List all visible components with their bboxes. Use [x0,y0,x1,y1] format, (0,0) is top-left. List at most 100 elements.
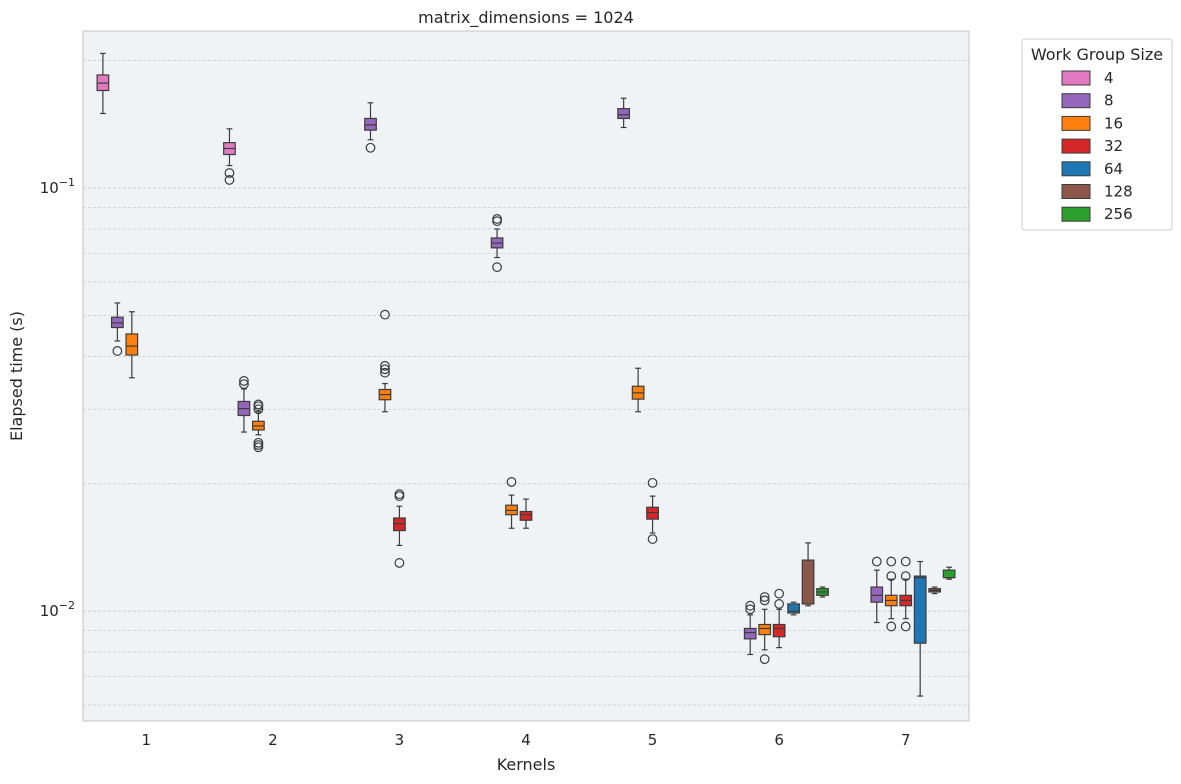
outlier-point [380,309,390,320]
x-tick-label: 4 [521,731,531,749]
box-kernel-2-group-16 [252,399,265,453]
box-body [801,559,815,605]
legend-label: 64 [1104,160,1123,178]
box-kernel-5-group-8 [617,97,631,129]
box-kernel-3-group-32 [393,489,406,568]
outlier-point [871,556,882,567]
box-kernel-6-group-32 [772,588,786,649]
x-tick-label: 3 [395,731,405,749]
box-kernel-2-group-4 [223,128,236,185]
y-tick-base: 10 [40,179,59,197]
y-tick-exponent: −1 [59,176,75,189]
outlier-point [253,437,264,448]
box-body [393,517,406,532]
legend-title: Work Group Size [1031,45,1163,64]
x-axis-title: Kernels [497,755,556,774]
box-kernel-7-group-32 [899,556,913,632]
legend-swatch [1061,93,1091,109]
legend-swatch [1061,70,1091,86]
box-kernel-4-group-32 [519,498,533,529]
legend-label: 32 [1104,137,1123,155]
outlier-point [224,175,235,185]
outlier-point [380,360,390,371]
box-kernel-7-group-16 [884,556,898,632]
outlier-point [506,477,517,487]
outlier-point [745,604,756,615]
x-tick-label: 7 [901,731,911,749]
outlier-point [900,571,911,582]
outlier-point [239,376,249,386]
box-kernel-6-group-8 [743,600,757,656]
y-tick-label: 10−2 [40,599,75,620]
y-tick-base: 10 [40,602,59,620]
legend-swatch [1061,184,1091,199]
box-body [617,108,631,120]
outlier-point [774,588,785,599]
box-kernel-3-group-8 [364,102,377,153]
legend-swatch [1061,206,1091,222]
legend-swatch [1061,115,1091,131]
outlier-point [886,571,897,582]
outlier-point [759,654,770,665]
box-body [870,586,884,603]
box-kernel-3-group-16 [378,309,392,413]
outlier-point [647,534,658,544]
y-axis-ticks: 10−110−2 [40,176,75,620]
box-kernel-2-group-8 [237,376,251,433]
box-series [96,52,956,697]
box-kernel-1-group-8 [110,302,124,356]
box-body [646,506,659,520]
plot-area [82,30,970,722]
outlier-point [365,142,376,153]
legend-label: 256 [1104,205,1133,223]
outlier-point [759,595,770,606]
gridlines [83,60,969,706]
outlier-point [492,262,502,273]
y-tick-exponent: −2 [59,599,75,612]
legend-swatch [1061,161,1091,177]
y-axis-title: Elapsed time (s) [7,311,26,441]
outlier-point [886,556,897,567]
x-tick-label: 5 [648,731,658,749]
box-kernel-1-group-16 [125,311,139,379]
chart-title: matrix_dimensions = 1024 [418,8,634,28]
box-kernel-6-group-16 [758,592,772,665]
box-body [772,623,786,638]
outlier-point [900,556,911,567]
outlier-point [900,621,911,632]
legend-frame [1021,38,1173,231]
outlier-point [774,599,785,609]
outlier-point [886,621,897,632]
box-body [758,623,772,636]
outlier-point [112,346,123,356]
legend-swatch [1061,138,1091,154]
box-kernel-7-group-64 [913,560,927,697]
box-kernel-6-group-256 [816,586,829,598]
outlier-point [253,404,264,415]
legend: Work Group Size 4 8 16 32 64 128 256 [1021,38,1173,231]
box-body [787,603,800,614]
box-body [125,333,139,356]
outlier-point [394,558,405,568]
x-tick-label: 2 [268,731,278,749]
outlier-point [745,600,756,611]
x-tick-label: 1 [142,731,152,749]
outlier-point [647,477,658,488]
x-axis-ticks: 1 2 3 4 5 6 7 [142,731,911,749]
outlier-point [239,379,249,390]
y-tick-label: 10−1 [40,176,75,197]
legend-label: 16 [1104,114,1123,132]
legend-label: 128 [1104,183,1133,201]
box-body [743,627,757,640]
box-kernel-5-group-16 [631,367,645,413]
outlier-point [253,399,264,410]
box-kernel-7-group-256 [942,566,956,580]
x-tick-label: 6 [774,731,784,749]
outlier-point [380,364,390,375]
box-kernel-4-group-16 [505,477,518,529]
box-kernel-7-group-128 [928,586,942,595]
outlier-point [492,214,502,224]
outlier-point [759,592,770,602]
legend-label: 4 [1104,69,1114,87]
box-kernel-6-group-128 [801,542,815,607]
